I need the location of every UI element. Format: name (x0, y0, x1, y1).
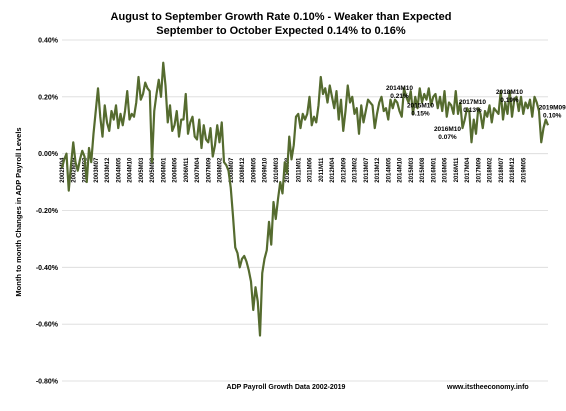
x-tick-label: 2015M08 (420, 157, 426, 183)
x-tick-label: 2016M11 (454, 157, 460, 182)
x-tick-label: 2011M11 (319, 157, 325, 182)
x-tick-label: 2008M12 (240, 157, 246, 183)
annotation-label: 2016M10 (434, 126, 461, 133)
x-tick-label: 2005M03 (139, 157, 145, 183)
y-axis: 0.40% 0.20% 0.00% -0.20% -0.40% -0.60% -0.80% (36, 38, 59, 386)
annotation-label: 2018M10 (496, 89, 523, 96)
x-tick-label: 2016M06 (443, 157, 449, 183)
source-credit: www.itstheeconomy.info (446, 384, 529, 391)
x-tick-label: 2004M05 (116, 157, 122, 183)
y-tick-label: 0.00% (38, 151, 59, 158)
y-axis-label: Month to month Changes in ADP Payroll Le… (14, 127, 23, 296)
x-tick-label: 2003M12 (105, 157, 111, 183)
y-tick-label: -0.20% (36, 208, 59, 215)
x-tick-label: 2013M02 (353, 157, 359, 183)
x-tick-label: 2016M01 (431, 157, 437, 183)
x-axis-label: ADP Payroll Growth Data 2002-2019 (227, 384, 346, 391)
x-tick-label: 2018M02 (488, 157, 494, 183)
x-tick-label: 2003M07 (94, 157, 100, 183)
annotations: 2014M100.21%2015M100.15%2016M100.07%2017… (386, 85, 566, 141)
x-tick-label: 2006M06 (173, 157, 179, 183)
x-tick-label: 2007M04 (195, 157, 201, 183)
x-tick-label: 2019M05 (521, 157, 527, 183)
x-tick-label: 2011M01 (296, 157, 302, 182)
x-tick-label: 2015M03 (409, 157, 415, 183)
x-tick-label: 2017M04 (465, 157, 471, 183)
x-tick-label: 2017M09 (476, 157, 482, 183)
x-tick-label: 2005M08 (150, 157, 156, 183)
x-tick-label: 2008M02 (218, 157, 224, 183)
x-tick-label: 2009M10 (263, 157, 269, 183)
y-tick-label: -0.60% (36, 322, 59, 329)
x-tick-label: 2007M09 (206, 157, 212, 183)
x-tick-label: 2002M04 (60, 157, 66, 183)
x-tick-label: 2006M11 (184, 157, 190, 182)
x-tick-label: 2018M07 (499, 157, 505, 183)
annotation-value: 0.15% (411, 111, 430, 118)
x-tick-label: 2012M09 (341, 157, 347, 183)
annotation-label: 2017M10 (459, 99, 486, 106)
chart-title: August to September Growth Rate 0.10% - … (111, 11, 452, 23)
x-tick-label: 2008M07 (229, 157, 235, 183)
annotation-value: 0.21% (390, 93, 409, 100)
chart-subtitle: September to October Expected 0.14% to 0… (156, 25, 406, 37)
x-tick-label: 2009M05 (251, 157, 257, 183)
x-tick-label: 2013M07 (364, 157, 370, 183)
y-tick-label: 0.40% (38, 38, 59, 45)
annotation-value: 0.10% (543, 113, 562, 120)
x-tick-label: 2014M10 (398, 157, 404, 183)
annotation-value: 0.07% (438, 134, 457, 141)
annotation-value: 0.19% (500, 97, 519, 104)
x-tick-label: 2012M04 (330, 157, 336, 183)
x-tick-label: 2014M05 (386, 157, 392, 183)
x-tick-label: 2013M12 (375, 157, 381, 183)
annotation-value: 0.13% (463, 107, 482, 114)
annotation-label: 2014M10 (386, 85, 413, 92)
x-tick-label: 2010M03 (274, 157, 280, 183)
series-line (60, 61, 550, 337)
annotation-label: 2015M10 (407, 103, 434, 110)
x-tick-label: 2002M09 (71, 157, 77, 183)
x-tick-label: 2006M01 (161, 157, 167, 183)
annotation-label: 2019M09 (539, 105, 566, 112)
x-tick-label: 2011M06 (308, 157, 314, 182)
grid (62, 39, 548, 382)
y-tick-label: -0.40% (36, 265, 59, 272)
x-tick-label: 2004M10 (128, 157, 134, 183)
y-tick-label: -0.80% (36, 379, 59, 386)
y-tick-label: 0.20% (38, 94, 59, 101)
x-tick-label: 2018M12 (510, 157, 516, 183)
x-axis: 2002M04 2002M09 2003M02 2003M07 2003M12 2004M… (60, 157, 527, 183)
